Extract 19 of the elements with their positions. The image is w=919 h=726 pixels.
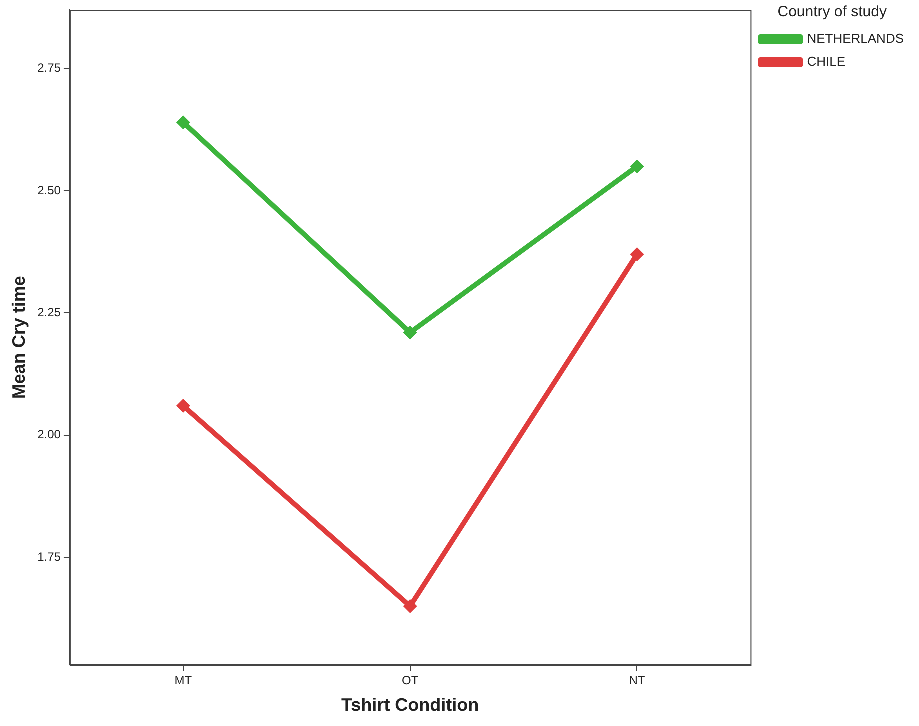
point (403, 326, 418, 340)
point (630, 160, 644, 174)
y-axis-title: Mean Cry time (8, 276, 29, 400)
y-tick-label: 2.75 (38, 61, 62, 76)
point (403, 599, 418, 614)
x-axis-title: Tshirt Condition (342, 695, 480, 716)
point (176, 399, 190, 414)
x-tick-label: NT (629, 674, 646, 688)
x-tick-label: MT (174, 674, 193, 688)
x-tick-label: OT (402, 674, 420, 688)
legend-label: NETHERLANDS (807, 31, 904, 46)
legend-title: Country of study (778, 4, 888, 21)
legend-label: CHILE (807, 54, 846, 70)
y-tick-label: 2.25 (38, 305, 62, 320)
y-tick-label: 2.50 (38, 183, 62, 198)
point (176, 116, 190, 130)
y-tick-label: 1.75 (38, 550, 62, 564)
y-tick-label: 2.00 (38, 428, 62, 442)
point (630, 248, 644, 262)
